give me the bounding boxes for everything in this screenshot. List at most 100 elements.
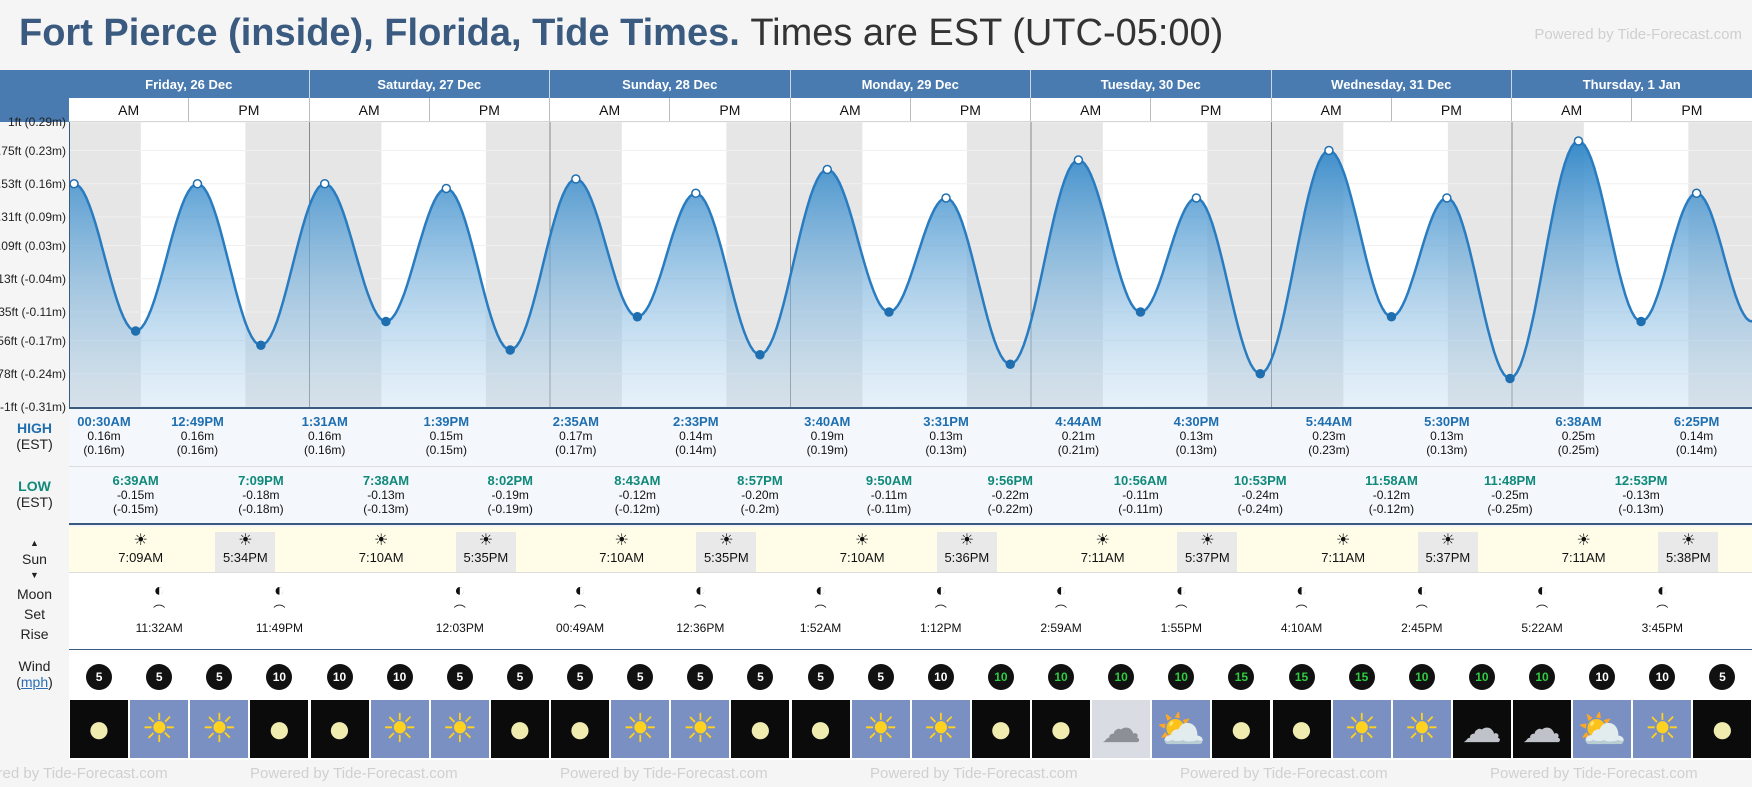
night-band — [69, 122, 141, 407]
mph-link[interactable]: mph — [20, 674, 49, 690]
tide-time: 3:31PM — [923, 414, 969, 429]
tide-height: -0.18m — [242, 488, 280, 502]
high-tide-point — [941, 193, 951, 203]
high-tide-point — [1073, 155, 1084, 165]
powered-by-bottom[interactable]: Powered by Tide-Forecast.com — [1490, 765, 1698, 782]
y-tick-label: -0.35ft (-0.11m) — [0, 305, 66, 319]
timezone-note: Times are EST (UTC-05:00) — [750, 12, 1224, 54]
moonrise-icon: ⌒ — [1175, 604, 1188, 618]
sunrise-time: 7:11AM — [1561, 550, 1606, 565]
moon-row — [69, 573, 1752, 650]
wind-speed-marker: 5 — [146, 664, 173, 690]
moon-time: 2:59AM — [1040, 621, 1082, 635]
tide-height-alt: (0.16m) — [83, 443, 125, 457]
wind-speed-marker: 5 — [86, 664, 113, 690]
moon-time: 12:36PM — [676, 621, 725, 635]
am-label: AM — [550, 98, 671, 122]
night-band — [726, 122, 863, 407]
sunset-icon: ☀ — [1200, 532, 1215, 549]
sunny-icon: ☀ — [1633, 700, 1692, 758]
tide-height: -0.22m — [991, 488, 1029, 502]
powered-by-bottom[interactable]: Powered by Tide-Forecast.com — [870, 765, 1078, 782]
tide-time: 1:31AM — [301, 414, 348, 429]
wind-speed-marker: 10 — [1529, 664, 1556, 690]
day-header: Friday, 26 Dec — [69, 70, 310, 98]
moon-event: ◐ ⌒ 4:10AM — [1272, 579, 1332, 635]
sunrise-icon: ☀ — [133, 532, 148, 549]
sunrise-time: 7:10AM — [599, 550, 645, 565]
powered-by-bottom[interactable]: Powered by Tide-Forecast.com — [0, 765, 168, 782]
night-band — [485, 122, 622, 407]
tide-height: -0.11m — [870, 488, 908, 502]
moon-event: ◐ ⌒ 2:45PM — [1392, 579, 1452, 635]
sunset-time: 5:37PM — [1184, 550, 1230, 565]
sunrise-time: 7:09AM — [118, 550, 164, 565]
sunset-time: 5:34PM — [222, 550, 268, 565]
moon-phase-icon: ◐ — [574, 580, 586, 600]
tide-height: -0.13m — [367, 488, 405, 502]
moonrise-icon: ⌒ — [1656, 604, 1669, 618]
tide-time: 4:30PM — [1173, 414, 1220, 429]
wind-speed-marker: 10 — [1108, 664, 1135, 690]
powered-by-top[interactable]: Powered by Tide-Forecast.com — [1534, 26, 1742, 43]
low-tide-entry: 7:09PM -0.18m (-0.18m) — [211, 473, 311, 517]
tide-time: 3:40AM — [804, 414, 851, 429]
tide-time: 12:53PM — [1614, 473, 1668, 488]
tide-time: 1:39PM — [423, 414, 470, 429]
low-tide-point — [884, 307, 894, 317]
y-tick-label: -0.56ft (-0.17m) — [0, 333, 66, 348]
moon-phase-icon: ◐ — [1055, 580, 1067, 600]
night-moon-icon: ● — [731, 700, 790, 758]
high-tide-entry: 2:35AM 0.17m (0.17m) — [526, 415, 626, 458]
low-row — [69, 467, 1752, 525]
powered-by-bottom[interactable]: Powered by Tide-Forecast.com — [250, 765, 458, 782]
tide-height: -0.25m — [1491, 488, 1529, 502]
low-tide-entry: 10:56AM -0.11m (-0.11m) — [1091, 474, 1191, 517]
powered-by-bottom[interactable]: Powered by Tide-Forecast.com — [1180, 765, 1388, 782]
tide-height-alt: (-0.13m) — [1618, 502, 1664, 516]
tide-time: 4:44AM — [1055, 414, 1102, 429]
wind-speed-marker: 10 — [1168, 664, 1195, 690]
moon-event: ◐ ⌒ 2:59AM — [1031, 579, 1091, 635]
tide-time: 7:09PM — [238, 473, 284, 488]
am-label: AM — [69, 98, 190, 122]
moon-time: 00:49AM — [556, 621, 605, 635]
y-tick-label: -1ft (-0.31m) — [0, 400, 66, 414]
sunset-cell: ☀ 5:35PM — [455, 532, 516, 572]
tide-height: 0.16m — [308, 429, 342, 443]
sunny-icon: ☀ — [1332, 700, 1391, 758]
location-title: Fort Pierce (inside), Florida, Tide Time… — [19, 12, 740, 54]
left-label-backdrop — [0, 760, 69, 787]
pm-label: PM — [670, 98, 791, 122]
tide-height-alt: (-0.12m) — [614, 502, 661, 516]
moonrise-icon: ⌒ — [1055, 604, 1068, 618]
tide-height-alt: (0.13m) — [1175, 443, 1218, 457]
powered-by-bottom[interactable]: Powered by Tide-Forecast.com — [560, 765, 768, 782]
tide-time: 9:56PM — [987, 473, 1034, 488]
low-tide-entry: 9:50AM -0.11m (-0.11m) — [839, 473, 939, 517]
wind-speed-marker: 10 — [1408, 664, 1435, 690]
sunrise-time: 7:11AM — [1080, 550, 1125, 565]
tide-time: 9:50AM — [865, 473, 913, 488]
low-tide-point — [1255, 369, 1266, 379]
cloudy-icon: ☁ — [1092, 700, 1151, 758]
low-title: LOW — [18, 478, 51, 494]
wind-row — [69, 650, 1752, 700]
day-header: Tuesday, 30 Dec — [1031, 70, 1272, 98]
y-tick-label: 0.75ft (0.23m) — [0, 143, 66, 158]
sunrise-icon: ☀ — [614, 532, 629, 549]
tide-height-alt: (0.15m) — [425, 443, 467, 457]
tide-height: -0.19m — [491, 488, 529, 502]
tide-height-alt: (0.25m) — [1557, 443, 1600, 457]
moon-phase-icon: ◐ — [454, 580, 466, 600]
low-tide-point — [1005, 359, 1016, 369]
low-tide-entry: 6:39AM -0.15m (-0.15m) — [86, 474, 186, 517]
sunrise-icon: ☀ — [373, 532, 389, 549]
sunset-time: 5:38PM — [1665, 550, 1711, 565]
low-tide-point — [381, 316, 391, 327]
tide-height: 0.13m — [1179, 429, 1214, 443]
night-moon-icon: ● — [971, 700, 1030, 758]
low-tide-entry: 8:02PM -0.19m (-0.19m) — [460, 474, 560, 517]
header-label-backdrop — [0, 70, 69, 122]
wind-speed-marker: 5 — [446, 664, 473, 690]
